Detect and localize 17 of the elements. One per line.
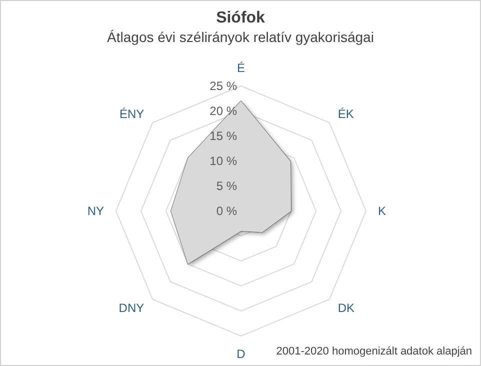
spoke-label: D <box>236 347 246 361</box>
y-tick-label: 5 % <box>216 179 238 193</box>
spoke-label: ÉNY <box>119 107 144 122</box>
y-tick-label: 0 % <box>216 204 238 218</box>
spoke-label: K <box>378 204 386 218</box>
y-tick-label: 20 % <box>210 104 238 118</box>
chart-subtitle: Átlagos évi szélirányok relatív gyakoriságai <box>107 29 374 45</box>
spoke-label: DK <box>338 300 355 315</box>
spoke-label: É <box>236 61 246 75</box>
spoke-label: NY <box>87 204 104 218</box>
y-tick-label: 25 % <box>210 79 238 93</box>
chart-title: Siófok <box>216 10 266 26</box>
spoke-label: DNY <box>118 300 144 315</box>
spoke-label: ÉK <box>338 107 354 122</box>
y-tick-label: 15 % <box>210 129 238 143</box>
y-tick-label: 10 % <box>210 154 238 168</box>
text: 2001-2020 homogenizált adatok alapján <box>276 346 472 358</box>
